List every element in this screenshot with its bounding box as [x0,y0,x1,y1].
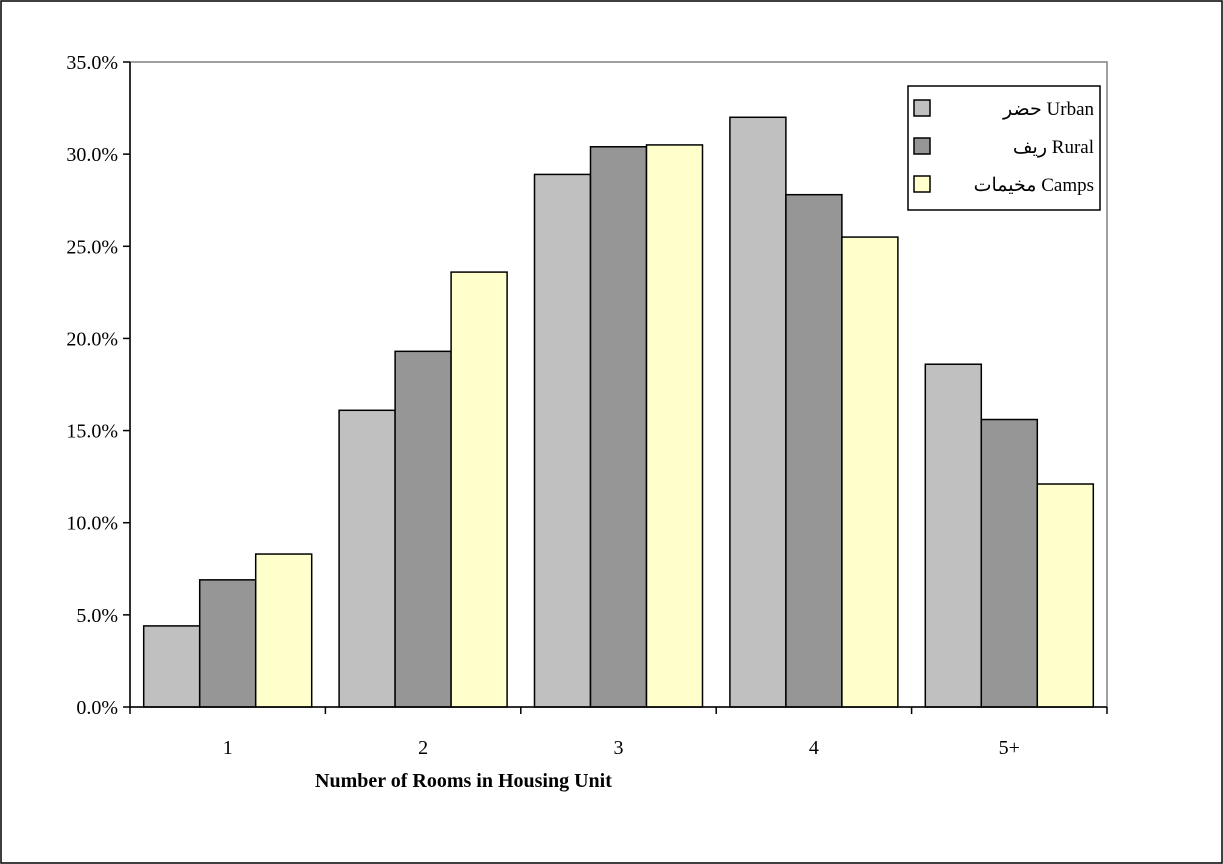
bar-1-series-3 [254,553,313,708]
legend-label-2: ريف Rural [1013,137,1094,158]
bar-3-series-2 [589,146,648,708]
bar-2-series-1 [338,409,396,708]
bar-4-series-1 [729,116,787,708]
bar-3-series-3 [645,144,704,708]
bar-1-series-2 [198,579,257,708]
legend-label-1: حضر Urban [1002,99,1094,120]
y-tick-label: 20.0% [66,328,118,350]
x-tick-label: 4 [809,737,819,759]
y-tick-label: 0.0% [76,697,118,719]
legend: حضر Urban ريف Rural مخيمات Camps [907,85,1101,211]
y-tick-label: 10.0% [66,513,118,535]
bar-5plus-series-1 [924,363,983,708]
y-tick-label: 5.0% [76,605,118,627]
x-tick-label: 2 [418,737,428,759]
y-tick-label: 15.0% [66,421,118,443]
y-tick-label: 35.0% [66,52,118,74]
legend-swatch-3 [913,175,931,193]
y-ticks-group: 0.0% 5.0% 10.0% 15.0% 20.0% 25.0% 30.0% 35.0% [66,52,130,719]
bar-4-series-3 [841,236,899,708]
axes-group [129,62,1107,708]
bar-3-series-1 [533,173,592,708]
y-tick-label: 30.0% [66,144,118,166]
legend-label-3: مخيمات Camps [974,175,1094,196]
bar-4-series-2 [785,193,843,708]
bar-2-series-2 [394,350,452,708]
legend-swatch-1 [913,99,931,117]
x-tick-label: 3 [614,737,624,759]
x-ticks-group: 1 2 3 4 5+ [129,707,1108,759]
bar-5plus-series-2 [980,418,1039,708]
x-tick-label: 5+ [999,737,1020,759]
x-axis-label: Number of Rooms in Housing Unit [315,770,612,792]
y-tick-label: 25.0% [66,236,118,258]
x-tick-label: 1 [223,737,233,759]
bars-group [142,116,1095,708]
bar-5plus-series-3 [1036,483,1095,708]
legend-box [907,85,1101,211]
bar-1-series-1 [142,625,201,708]
bar-2-series-3 [450,271,508,708]
legend-swatch-2 [913,137,931,155]
